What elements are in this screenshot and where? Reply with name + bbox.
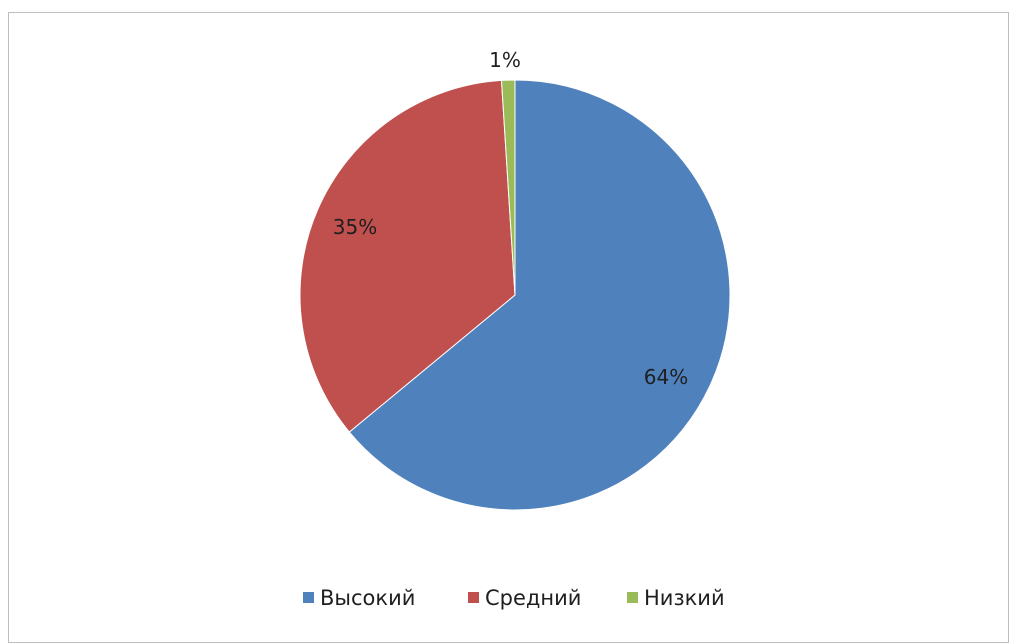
legend-item-1: Высокий [303, 586, 415, 610]
data-labels: 64% 35% 1% [333, 48, 688, 389]
data-label-3: 1% [489, 48, 521, 72]
legend-label-3: Низкий [644, 586, 725, 610]
pie-slices [299, 79, 731, 511]
data-label-2: 35% [333, 215, 377, 239]
legend-label-1: Высокий [320, 586, 415, 610]
legend-swatch-3 [627, 592, 638, 603]
pie-slice-2 [299, 79, 516, 433]
legend-swatch-1 [303, 592, 314, 603]
data-label-1: 64% [644, 365, 688, 389]
legend-item-3: Низкий [627, 586, 725, 610]
pie-slice-3 [500, 79, 516, 296]
legend-label-2: Средний [485, 586, 581, 610]
legend: Высокий Средний Низкий [303, 586, 725, 610]
legend-swatch-2 [468, 592, 479, 603]
legend-item-2: Средний [468, 586, 581, 610]
pie-slice-1 [348, 79, 731, 511]
